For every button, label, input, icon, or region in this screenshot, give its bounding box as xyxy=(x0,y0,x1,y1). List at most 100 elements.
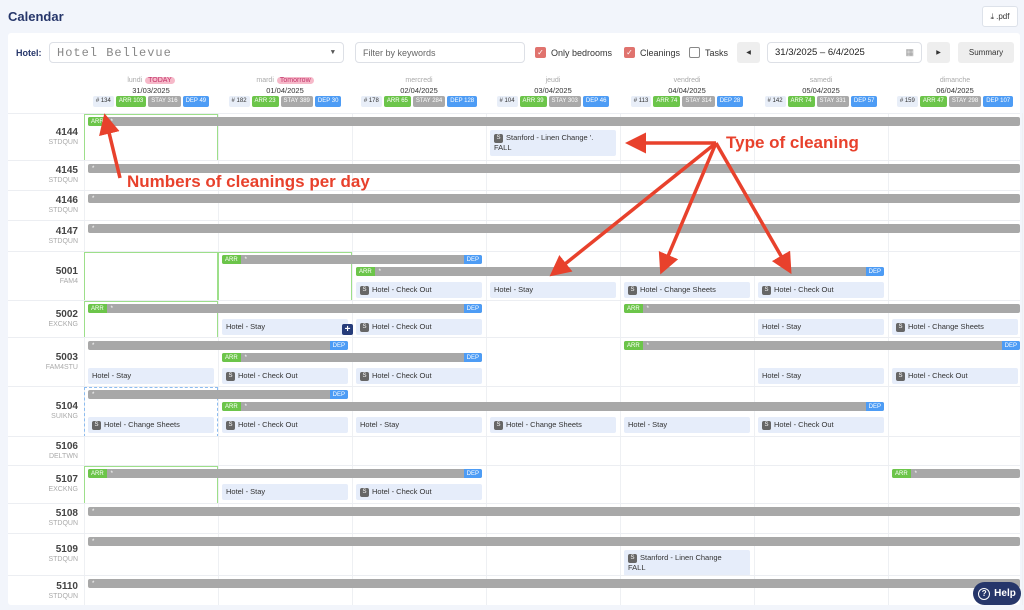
room-label[interactable]: 4146 STDQUN xyxy=(8,195,78,214)
room-label[interactable]: 5109 STDQUN xyxy=(8,544,78,563)
room-label[interactable]: 4147 STDQUN xyxy=(8,226,78,245)
room-row: 4146 STDQUN * xyxy=(8,190,1020,220)
service-s-icon: S xyxy=(360,285,369,295)
reservation-bar[interactable]: * xyxy=(88,579,1020,588)
cleaning-card[interactable]: Hotel - Stay xyxy=(490,282,616,298)
cleaning-card[interactable]: S Hotel - Change Sheets xyxy=(88,417,214,433)
cleaning-card[interactable]: S Hotel - Check Out xyxy=(356,484,482,500)
room-number: 5104 xyxy=(55,401,78,412)
arrival-tag: ARR xyxy=(88,117,107,126)
reservation-bar[interactable]: * DEP xyxy=(88,390,348,399)
cleaning-card[interactable]: Hotel - Stay xyxy=(88,368,214,384)
room-label[interactable]: 5108 STDQUN xyxy=(8,508,78,527)
departures-badge: DEP 49 xyxy=(182,96,210,107)
reservation-marker: * xyxy=(646,305,650,312)
next-week-button[interactable]: ▶ xyxy=(927,42,950,63)
cleaning-card[interactable]: S Hotel - Change Sheets xyxy=(490,417,616,433)
reservation-bar[interactable]: ARR * DEP xyxy=(624,341,1020,350)
day-name: mercredi xyxy=(405,77,433,84)
room-label[interactable]: 5104 SUIKNG xyxy=(8,401,78,420)
arrival-tag: ARR xyxy=(88,304,107,313)
room-label[interactable]: 5107 EXCKNG xyxy=(8,474,78,493)
cleaning-card[interactable]: S Hotel - Check Out xyxy=(222,368,348,384)
summary-button[interactable]: Summary xyxy=(958,42,1014,63)
stays-badge: STAY 284 xyxy=(412,96,446,107)
cleaning-card[interactable]: Hotel - Stay xyxy=(758,368,884,384)
filter-keywords-input[interactable]: Filter by keywords xyxy=(355,42,525,63)
cleaning-card[interactable]: S Hotel - Check Out xyxy=(356,282,482,298)
room-label[interactable]: 5106 DELTWN xyxy=(8,441,78,460)
cleaning-card[interactable]: Hotel - Stay xyxy=(222,484,348,500)
cleaning-card[interactable]: S Hotel - Check Out xyxy=(758,282,884,298)
arrivals-badge: ARR 47 xyxy=(919,96,947,107)
reservation-bar[interactable]: ARR * DEP xyxy=(222,402,884,411)
cleaning-card[interactable]: S Hotel - Change Sheets xyxy=(892,319,1018,335)
reservation-bar[interactable]: ARR * DEP xyxy=(88,304,482,313)
service-s-icon: S xyxy=(360,371,369,381)
cleaning-type: Hotel - Check Out xyxy=(238,371,298,380)
day-date: 03/04/2025 xyxy=(534,86,572,95)
room-label[interactable]: 5003 FAM4STU xyxy=(8,352,78,371)
room-type: STDQUN xyxy=(48,520,78,527)
departure-tag: DEP xyxy=(463,353,482,362)
pdf-export-button[interactable]: ⤓ .pdf xyxy=(982,6,1018,27)
cleaning-count-badge: # 113 xyxy=(630,96,652,107)
cleaning-card[interactable]: S Hotel - Check Out xyxy=(222,417,348,433)
reservation-bar[interactable]: ARR * xyxy=(624,304,1020,313)
arrival-tag: ARR xyxy=(624,341,643,350)
help-button[interactable]: ? Help xyxy=(973,582,1021,605)
reservation-bar[interactable]: ARR * DEP xyxy=(356,267,884,276)
date-range-input[interactable]: 31/3/2025 – 6/4/2025 ▦ xyxy=(767,42,922,63)
departure-tag: DEP xyxy=(865,267,884,276)
cleanings-checkbox[interactable]: ✓ Cleanings xyxy=(624,47,680,58)
cleaning-card[interactable]: S Hotel - Check Out xyxy=(356,319,482,335)
day-column-divider xyxy=(754,113,755,605)
room-label[interactable]: 5002 EXCKNG xyxy=(8,309,78,328)
room-number: 5107 xyxy=(55,474,78,485)
service-s-icon: S xyxy=(628,553,637,563)
reservation-bar[interactable]: * xyxy=(88,537,1020,546)
room-row: 4144 STDQUN ARR * S Stanford - Linen Change '… xyxy=(8,113,1020,161)
room-label[interactable]: 5110 STDQUN xyxy=(8,581,78,600)
annotation-type-of-cleaning: Type of cleaning xyxy=(726,133,859,152)
cleaning-card[interactable]: S Stanford - Linen Change '. FALL xyxy=(490,130,616,156)
stays-badge: STAY 314 xyxy=(682,96,715,107)
add-task-button[interactable]: + xyxy=(342,324,353,335)
reservation-bar[interactable]: * xyxy=(88,224,1020,233)
cleaning-card[interactable]: S Hotel - Change Sheets xyxy=(624,282,750,298)
reservation-bar[interactable]: * xyxy=(88,194,1020,203)
cleaning-card[interactable]: Hotel - Stay xyxy=(624,417,750,433)
cleaning-card[interactable]: S Hotel - Check Out xyxy=(356,368,482,384)
arrival-tag: ARR xyxy=(624,304,643,313)
cleaning-card[interactable]: Hotel - Stay xyxy=(758,319,884,335)
reservation-bar[interactable]: ARR * DEP xyxy=(222,353,482,362)
cleaning-card[interactable]: Hotel - Stay xyxy=(356,417,482,433)
reservation-bar[interactable]: ARR * DEP xyxy=(222,255,482,264)
reservation-bar[interactable]: * xyxy=(88,507,1020,516)
reservation-bar[interactable]: * xyxy=(88,164,1020,173)
hotel-select[interactable]: Hotel Bellevue ▼ xyxy=(49,42,344,63)
service-s-icon: S xyxy=(494,133,503,143)
only-bedrooms-checkbox[interactable]: ✓ Only bedrooms xyxy=(535,47,612,58)
room-label[interactable]: 4145 STDQUN xyxy=(8,165,78,184)
cleaning-card[interactable]: S Hotel - Check Out xyxy=(892,368,1018,384)
day-tag: TODAY xyxy=(145,77,175,84)
reservation-bar[interactable]: * DEP xyxy=(88,341,348,350)
cleaning-card[interactable]: S Hotel - Check Out xyxy=(758,417,884,433)
day-name: mardi xyxy=(256,77,274,84)
arrivals-badge: ARR 39 xyxy=(519,96,547,107)
cleaning-card[interactable]: S Stanford - Linen Change FALL xyxy=(624,550,750,576)
room-label[interactable]: 4144 STDQUN xyxy=(8,127,78,146)
room-label[interactable]: 5001 FAM4 xyxy=(8,266,78,285)
cleaning-count-badge: # 142 xyxy=(764,96,786,107)
reservation-bar[interactable]: ARR * xyxy=(892,469,1020,478)
previous-week-button[interactable]: ◀ xyxy=(737,42,760,63)
cleaning-card[interactable]: Hotel - Stay xyxy=(222,319,348,335)
cleaning-type: Hotel - Stay xyxy=(762,322,802,331)
arrow-to-checkout xyxy=(714,142,792,275)
reservation-bar[interactable]: ARR * DEP xyxy=(88,469,482,478)
room-type: STDQUN xyxy=(48,593,78,600)
cleaning-type: Hotel - Stay xyxy=(494,285,534,294)
tasks-checkbox[interactable]: Tasks xyxy=(689,47,728,58)
room-row: 5108 STDQUN * xyxy=(8,503,1020,533)
